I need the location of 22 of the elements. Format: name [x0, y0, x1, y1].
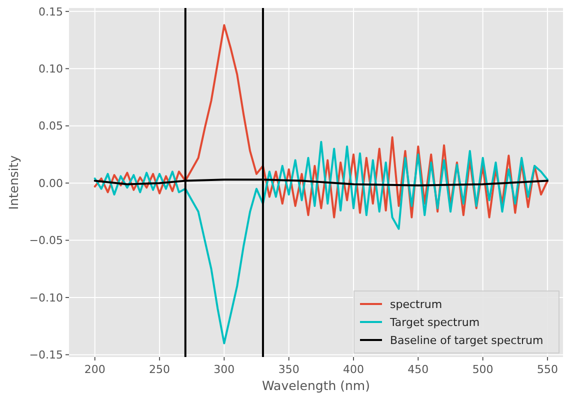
legend-label: Baseline of target spectrum — [390, 334, 544, 347]
y-tick-label: 0.15 — [38, 5, 63, 18]
y-tick-label: 0.10 — [38, 62, 63, 76]
x-axis-title: Wavelength (nm) — [262, 378, 370, 393]
x-tick-label: 400 — [343, 363, 364, 376]
x-tick-label: 250 — [149, 363, 170, 376]
x-tick-label: 300 — [214, 363, 235, 376]
y-tick-label: 0.00 — [38, 176, 63, 190]
y-tick-label: 0.05 — [38, 120, 63, 133]
x-tick-label: 200 — [84, 363, 106, 376]
x-tick-label: 500 — [472, 363, 494, 376]
legend-label: spectrum — [390, 298, 442, 311]
y-tick-label: −0.05 — [29, 234, 63, 248]
y-axis-title: Intensity — [6, 154, 21, 210]
line-series — [94, 140, 548, 344]
x-tick-label: 550 — [536, 363, 558, 376]
line-series — [94, 24, 548, 218]
x-tick-label: 350 — [278, 363, 300, 376]
y-tick-label: −0.15 — [29, 348, 63, 362]
x-tick-label: 450 — [408, 363, 429, 376]
legend-label: Target spectrum — [389, 316, 480, 329]
y-tick-label: −0.10 — [29, 291, 63, 304]
